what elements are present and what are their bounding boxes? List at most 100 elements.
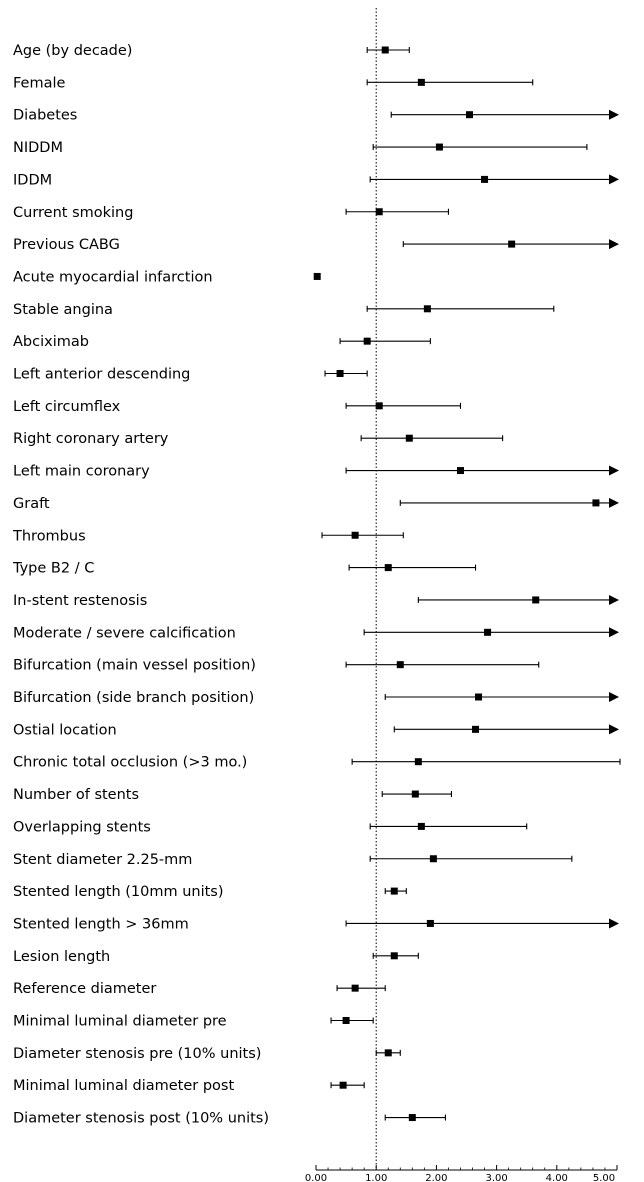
forest-row: Chronic total occlusion (>3 mo.) [13,755,621,771]
point-estimate [484,628,492,636]
row-label: Right coronary artery [13,431,169,447]
point-estimate [363,337,371,345]
forest-row: Graft [13,496,619,512]
row-label: Diameter stenosis pre (10% units) [13,1046,261,1062]
point-estimate [475,693,483,701]
forest-row: Stent diameter 2.25-mm [13,852,573,868]
forest-row: Diameter stenosis post (10% units) [13,1111,446,1127]
row-label: Previous CABG [13,237,120,253]
point-estimate [384,564,392,572]
point-estimate [396,661,404,669]
row-label: Female [13,75,66,91]
forest-row: Left anterior descending [13,367,368,383]
forest-row: Bifurcation (side branch position) [13,690,619,706]
row-label: Graft [13,496,50,512]
point-estimate [481,175,489,183]
forest-row: Right coronary artery [13,431,504,447]
ci-arrow [609,627,619,638]
x-tick-label: 1.00 [365,1173,387,1182]
row-label: Type B2 / C [12,561,94,577]
forest-row: Type B2 / C [12,561,477,577]
forest-row: Ostial location [13,722,619,738]
point-estimate [375,402,383,410]
ci-arrow [609,594,619,605]
row-label: Minimal luminal diameter post [13,1078,234,1094]
x-tick-label: 3.00 [485,1173,507,1182]
point-estimate [339,1081,347,1089]
ci-arrow [609,497,619,508]
point-estimate [414,758,422,766]
point-estimate [435,143,443,151]
forest-row: In-stent restenosis [13,593,619,609]
row-label: Current smoking [13,205,133,221]
point-estimate [375,208,383,216]
forest-row: Diameter stenosis pre (10% units) [13,1046,401,1062]
row-label: Chronic total occlusion (>3 mo.) [13,755,247,771]
forest-row: Reference diameter [13,981,386,997]
row-label: Stented length > 36mm [13,916,189,932]
row-label: IDDM [13,172,52,188]
point-estimate [423,305,431,313]
point-estimate [342,1017,350,1024]
point-estimate [384,1049,392,1057]
point-estimate [417,822,425,830]
point-estimate [472,725,480,733]
row-label: Bifurcation (main vessel position) [13,658,256,674]
forest-row: Acute myocardial infarction [13,269,321,285]
forest-row: Stented length (10mm units) [13,884,407,900]
point-estimate [466,111,474,119]
row-label: NIDDM [13,140,63,156]
row-label: In-stent restenosis [13,593,147,609]
row-label: Bifurcation (side branch position) [13,690,254,706]
forest-row: IDDM [13,172,619,188]
point-estimate [405,434,413,442]
forest-row: Number of stents [13,787,453,803]
forest-row: Age (by decade) [13,43,410,59]
row-label: Diabetes [13,108,77,124]
row-label: Left circumflex [13,399,121,415]
forest-row: Diabetes [13,108,619,124]
row-label: Lesion length [13,949,110,965]
forest-row: Moderate / severe calcification [13,625,619,641]
ci-arrow [609,692,619,702]
forest-row: Overlapping stents [13,819,528,835]
point-estimate [390,887,398,895]
forest-row: Thrombus [12,528,404,544]
point-estimate [417,78,425,86]
forest-row: Left circumflex [13,399,462,415]
forest-row: Minimal luminal diameter pre [13,1014,374,1030]
row-label: Abciximab [13,334,89,350]
point-estimate [351,984,359,992]
row-label: Moderate / severe calcification [13,625,236,641]
point-estimate [592,499,600,507]
row-label: Stent diameter 2.25-mm [13,852,192,868]
row-label: Diameter stenosis post (10% units) [13,1111,269,1127]
point-estimate [426,919,434,927]
row-label: Age (by decade) [13,43,132,59]
forest-row: Lesion length [13,949,419,965]
ci-arrow [609,109,619,120]
point-estimate [336,370,344,377]
forest-row: NIDDM [13,140,588,156]
forest-row: Stable angina [13,302,555,318]
row-label: Thrombus [12,528,86,544]
forest-row: Left main coronary [13,464,619,480]
point-estimate [456,467,464,475]
forest-row: Previous CABG [13,237,619,253]
row-label: Stented length (10mm units) [13,884,224,900]
row-label: Left anterior descending [13,367,190,383]
point-estimate [381,46,389,54]
row-label: Left main coronary [13,464,150,480]
forest-row: Abciximab [13,334,431,350]
row-label: Acute myocardial infarction [13,269,213,285]
row-label: Ostial location [13,722,117,738]
point-estimate [351,531,359,539]
x-tick-label: 2.00 [425,1173,447,1182]
x-tick-label: 0.00 [305,1173,327,1182]
point-estimate [390,952,398,960]
forest-row: Female [13,75,534,91]
row-label: Minimal luminal diameter pre [13,1014,227,1030]
point-estimate [508,240,516,248]
ci-arrow [609,239,619,250]
